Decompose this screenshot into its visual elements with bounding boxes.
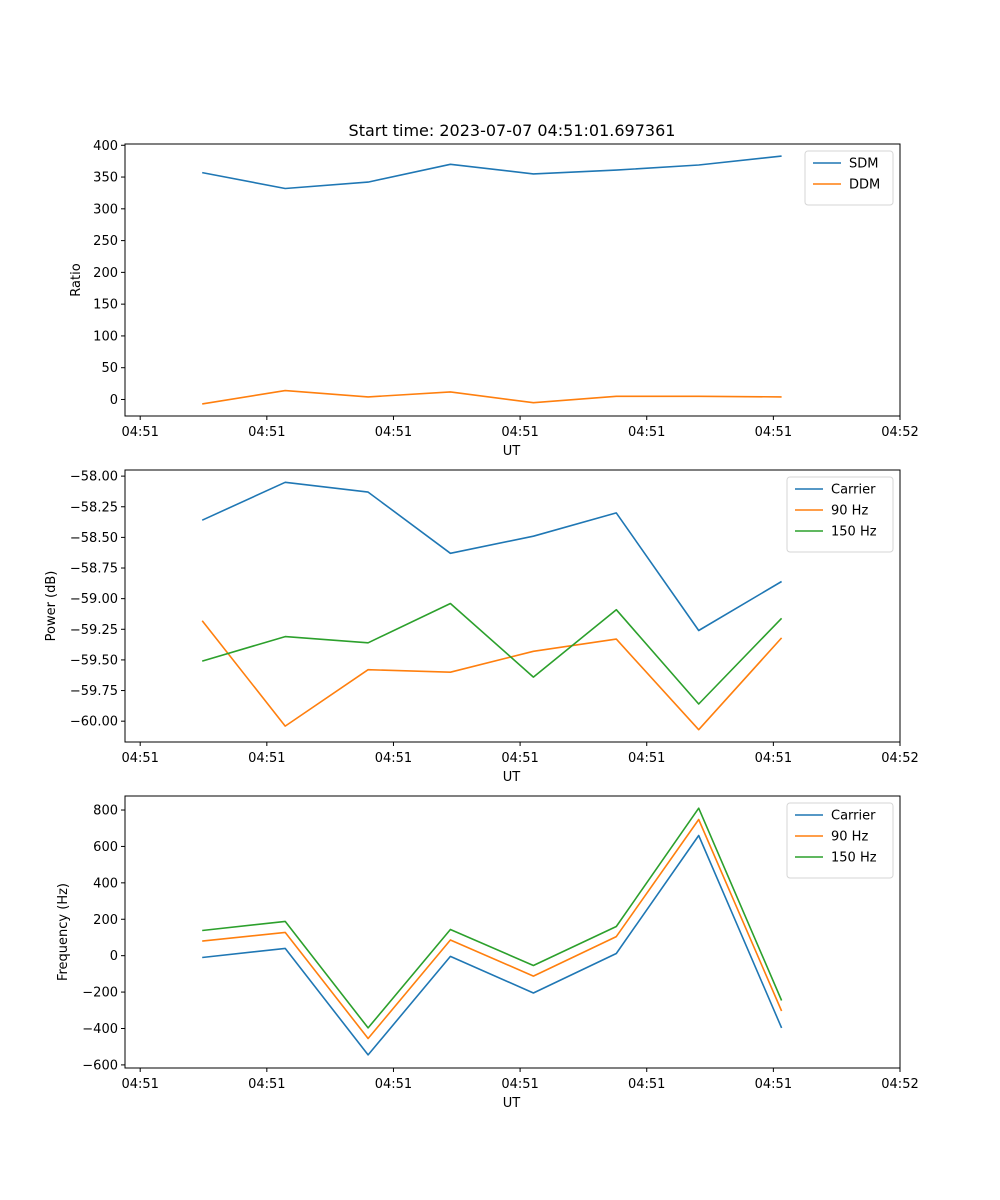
- x-tick-label: 04:51: [755, 1077, 792, 1092]
- y-tick-label: −59.50: [70, 653, 118, 668]
- legend-label: 90 Hz: [831, 830, 868, 845]
- y-tick-label: 400: [93, 876, 118, 891]
- y-tick-label: 200: [93, 913, 118, 928]
- axes-frame: [124, 143, 901, 417]
- y-axis-label: Frequency (Hz): [56, 883, 71, 981]
- x-tick-label: 04:51: [121, 751, 158, 766]
- x-axis-label: UT: [503, 444, 521, 459]
- y-tick-label: 300: [93, 202, 118, 217]
- x-tick-label: 04:51: [375, 751, 412, 766]
- legend-label: DDM: [849, 178, 880, 193]
- axes-frame: [124, 469, 901, 743]
- legend-box: [786, 802, 894, 879]
- legend: Carrier 90 Hz 150 Hz: [786, 802, 894, 879]
- series-line-90-hz: [202, 818, 783, 1040]
- x-tick-label: 04:51: [628, 425, 665, 440]
- legend-label: Carrier: [831, 809, 876, 824]
- y-tick-label: −600: [82, 1058, 118, 1073]
- y-tick-label: 0: [110, 949, 118, 964]
- y-tick-label: 350: [93, 171, 118, 186]
- y-tick-label: −200: [82, 986, 118, 1001]
- y-tick-label: 150: [93, 298, 118, 313]
- legend: Carrier 90 Hz 150 Hz: [786, 476, 894, 553]
- x-tick-label: 04:51: [375, 425, 412, 440]
- legend-box: [786, 476, 894, 553]
- x-tick-label: 04:51: [121, 425, 158, 440]
- legend-label: 90 Hz: [831, 504, 868, 519]
- y-tick-label: −58.50: [70, 531, 118, 546]
- x-tick-label: 04:51: [501, 751, 538, 766]
- panel-2: 04:51 04:51 04:51 04:51 04:51 04:51 04:52 −60.0…: [44, 469, 919, 785]
- series-line-carrier: [201, 481, 783, 632]
- x-tick-label: 04:51: [121, 1077, 158, 1092]
- x-tick-label: 04:51: [375, 1077, 412, 1092]
- x-axis-label: UT: [503, 1096, 521, 1111]
- legend-label: SDM: [849, 157, 878, 172]
- axes-frame: [124, 795, 901, 1069]
- panel-3: 04:51 04:51 04:51 04:51 04:51 04:51 04:52 −600 −…: [56, 795, 919, 1111]
- legend-label: 150 Hz: [831, 525, 877, 540]
- series-line-ddm: [202, 389, 782, 405]
- y-tick-label: 50: [101, 361, 118, 376]
- x-tick-label: 04:51: [248, 1077, 285, 1092]
- y-tick-label: 100: [93, 329, 118, 344]
- y-tick-label: −59.25: [70, 623, 118, 638]
- x-tick-label: 04:51: [248, 751, 285, 766]
- x-tick-label: 04:51: [755, 751, 792, 766]
- y-tick-label: 200: [93, 266, 118, 281]
- y-tick-label: −59.75: [70, 684, 118, 699]
- y-tick-label: 600: [93, 840, 118, 855]
- legend-box: [804, 150, 894, 206]
- y-tick-label: −400: [82, 1022, 118, 1037]
- y-tick-label: −60.00: [70, 715, 118, 730]
- series-line-90-hz: [201, 620, 783, 731]
- x-tick-label: 04:51: [501, 1077, 538, 1092]
- x-tick-label: 04:51: [628, 1077, 665, 1092]
- y-axis-label: Ratio: [69, 263, 84, 296]
- panel-1: 04:51 04:51 04:51 04:51 04:51 04:51 04:52 0 50 10…: [69, 139, 919, 459]
- y-tick-label: −58.00: [70, 470, 118, 485]
- x-axis-label: UT: [503, 770, 521, 785]
- y-tick-label: −58.25: [70, 500, 118, 515]
- x-tick-label: 04:52: [881, 751, 918, 766]
- series-line-150-hz: [202, 807, 783, 1029]
- x-tick-label: 04:51: [248, 425, 285, 440]
- y-tick-label: 250: [93, 234, 118, 249]
- figure-title: Start time: 2023-07-07 04:51:01.697361: [349, 121, 676, 140]
- y-tick-label: −58.75: [70, 562, 118, 577]
- x-tick-label: 04:51: [755, 425, 792, 440]
- y-tick-label: −59.00: [70, 592, 118, 607]
- series-line-150-hz: [201, 602, 783, 705]
- y-tick-label: 0: [110, 393, 118, 408]
- x-tick-label: 04:51: [628, 751, 665, 766]
- y-tick-label: 400: [93, 139, 118, 154]
- x-tick-label: 04:52: [881, 425, 918, 440]
- series-line-carrier: [202, 834, 783, 1056]
- legend-label: 150 Hz: [831, 851, 877, 866]
- y-tick-label: 800: [93, 804, 118, 819]
- y-axis-label: Power (dB): [44, 571, 59, 642]
- legend: SDM DDM: [804, 150, 894, 206]
- x-tick-label: 04:51: [501, 425, 538, 440]
- x-tick-label: 04:52: [881, 1077, 918, 1092]
- legend-label: Carrier: [831, 483, 876, 498]
- series-line-sdm: [202, 155, 782, 190]
